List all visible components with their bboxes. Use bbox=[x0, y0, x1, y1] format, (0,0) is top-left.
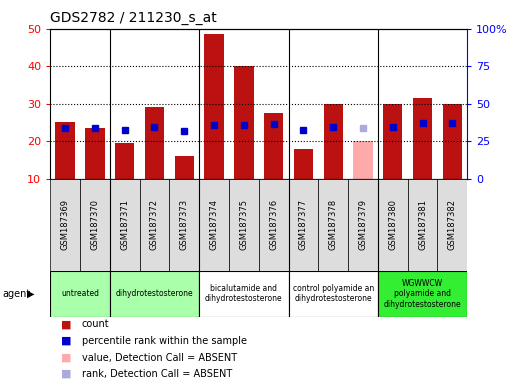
Bar bbox=[110, 179, 139, 271]
Text: percentile rank within the sample: percentile rank within the sample bbox=[82, 336, 247, 346]
Bar bbox=[442, 104, 462, 179]
Bar bbox=[413, 98, 432, 179]
Bar bbox=[259, 179, 288, 271]
Text: GSM187373: GSM187373 bbox=[180, 199, 188, 250]
Text: rank, Detection Call = ABSENT: rank, Detection Call = ABSENT bbox=[82, 369, 232, 379]
Text: agent: agent bbox=[3, 289, 31, 299]
Bar bbox=[438, 179, 467, 271]
Bar bbox=[353, 141, 373, 179]
Bar bbox=[294, 149, 313, 179]
Bar bbox=[324, 104, 343, 179]
Text: GSM187379: GSM187379 bbox=[359, 199, 367, 250]
Bar bbox=[383, 104, 402, 179]
Bar bbox=[110, 271, 199, 317]
Bar bbox=[199, 271, 288, 317]
Bar bbox=[348, 179, 378, 271]
Bar bbox=[85, 128, 105, 179]
Bar bbox=[378, 179, 408, 271]
Bar bbox=[80, 179, 110, 271]
Bar bbox=[318, 179, 348, 271]
Bar bbox=[115, 143, 134, 179]
Text: ▶: ▶ bbox=[27, 289, 35, 299]
Bar bbox=[378, 271, 467, 317]
Text: GSM187376: GSM187376 bbox=[269, 199, 278, 250]
Text: GSM187374: GSM187374 bbox=[210, 199, 219, 250]
Bar bbox=[408, 179, 438, 271]
Bar bbox=[229, 179, 259, 271]
Bar bbox=[264, 113, 284, 179]
Bar bbox=[145, 108, 164, 179]
Text: count: count bbox=[82, 319, 109, 329]
Text: ■: ■ bbox=[61, 336, 71, 346]
Bar bbox=[50, 179, 80, 271]
Bar bbox=[175, 156, 194, 179]
Text: control polyamide an
dihydrotestosterone: control polyamide an dihydrotestosterone bbox=[293, 284, 374, 303]
Text: WGWWCW
polyamide and
dihydrotestosterone: WGWWCW polyamide and dihydrotestosterone bbox=[384, 279, 461, 309]
Bar bbox=[234, 66, 253, 179]
Text: GSM187372: GSM187372 bbox=[150, 199, 159, 250]
Text: GSM187378: GSM187378 bbox=[329, 199, 338, 250]
Text: GSM187375: GSM187375 bbox=[239, 199, 248, 250]
Bar bbox=[288, 179, 318, 271]
Bar bbox=[50, 271, 110, 317]
Text: ■: ■ bbox=[61, 353, 71, 362]
Text: untreated: untreated bbox=[61, 289, 99, 298]
Bar bbox=[199, 179, 229, 271]
Text: GSM187370: GSM187370 bbox=[90, 199, 99, 250]
Bar bbox=[288, 271, 378, 317]
Text: GSM187369: GSM187369 bbox=[61, 199, 70, 250]
Text: GSM187381: GSM187381 bbox=[418, 199, 427, 250]
Text: GSM187377: GSM187377 bbox=[299, 199, 308, 250]
Bar bbox=[204, 35, 224, 179]
Bar bbox=[55, 122, 75, 179]
Text: GSM187371: GSM187371 bbox=[120, 199, 129, 250]
Text: value, Detection Call = ABSENT: value, Detection Call = ABSENT bbox=[82, 353, 237, 362]
Text: ■: ■ bbox=[61, 369, 71, 379]
Text: bicalutamide and
dihydrotestosterone: bicalutamide and dihydrotestosterone bbox=[205, 284, 282, 303]
Text: dihydrotestosterone: dihydrotestosterone bbox=[116, 289, 193, 298]
Text: GDS2782 / 211230_s_at: GDS2782 / 211230_s_at bbox=[50, 11, 217, 25]
Text: ■: ■ bbox=[61, 319, 71, 329]
Text: GSM187380: GSM187380 bbox=[388, 199, 397, 250]
Bar bbox=[169, 179, 199, 271]
Text: GSM187382: GSM187382 bbox=[448, 199, 457, 250]
Bar bbox=[139, 179, 169, 271]
